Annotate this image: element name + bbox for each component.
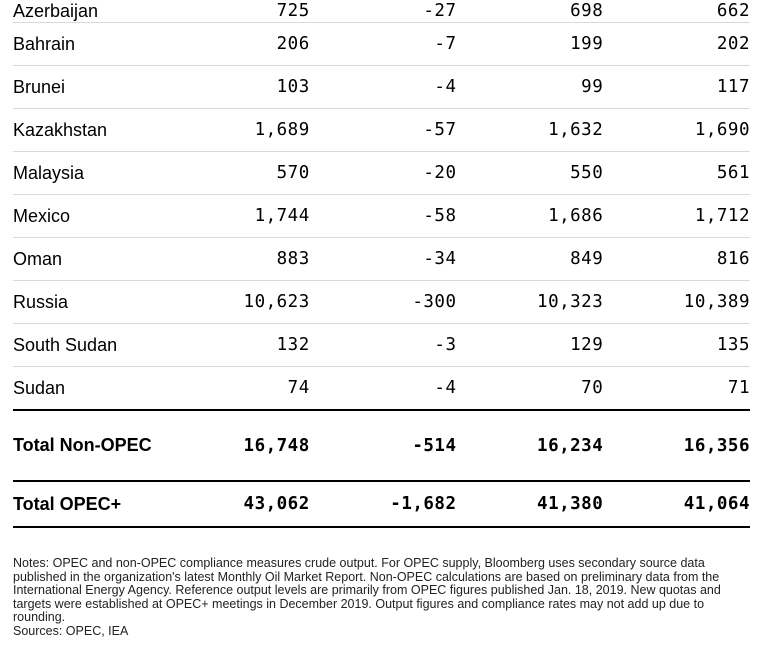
cell-value: 206 [163,22,310,66]
cell-value: -7 [309,22,457,66]
cell-value: 129 [456,323,604,367]
total-cell-value: 41,380 [456,481,604,528]
cell-value: 10,323 [456,280,604,324]
row-name: South Sudan [13,323,163,367]
cell-value: 70 [456,366,604,411]
cell-value: -4 [309,366,457,411]
table-row: Azerbaijan 725 -27 698 662 [13,0,750,23]
table-row: Brunei 103 -4 99 117 [13,65,750,109]
row-name: Kazakhstan [13,108,163,152]
cell-value: 570 [163,151,310,195]
row-name: Azerbaijan [13,0,163,23]
cell-value: 550 [456,151,604,195]
row-name: Bahrain [13,22,163,66]
table-row: Russia 10,623 -300 10,323 10,389 [13,280,750,324]
cell-value: 74 [163,366,310,411]
cell-value: 561 [603,151,750,195]
cell-value: 1,690 [603,108,750,152]
cell-value: 698 [456,0,604,23]
cell-value: 10,389 [603,280,750,324]
row-name: Russia [13,280,163,324]
footnotes: Notes: OPEC and non-OPEC compliance meas… [13,556,753,639]
cell-value: 202 [603,22,750,66]
sources-text: Sources: OPEC, IEA [13,623,129,638]
production-table: Azerbaijan 725 -27 698 662 Bahrain 206 -… [13,0,750,528]
total-cell-value: 43,062 [163,481,310,528]
cell-value: 1,632 [456,108,604,152]
cell-value: -57 [309,108,457,152]
notes-text: Notes: OPEC and non-OPEC compliance meas… [13,556,721,625]
cell-value: -34 [309,237,457,281]
table-row: Kazakhstan 1,689 -57 1,632 1,690 [13,108,750,152]
row-name: Oman [13,237,163,281]
total-cell-value: 16,356 [603,410,750,482]
data-table-container: Azerbaijan 725 -27 698 662 Bahrain 206 -… [13,0,750,528]
cell-value: 99 [456,65,604,109]
table-body: Azerbaijan 725 -27 698 662 Bahrain 206 -… [13,0,750,528]
table-row: Bahrain 206 -7 199 202 [13,22,750,66]
total-cell-value: 41,064 [603,481,750,528]
cell-value: 883 [163,237,310,281]
total-row-name: Total OPEC+ [13,481,163,528]
cell-value: 1,686 [456,194,604,238]
row-name: Mexico [13,194,163,238]
cell-value: 132 [163,323,310,367]
total-cell-value: 16,748 [163,410,310,482]
cell-value: -4 [309,65,457,109]
cell-value: 816 [603,237,750,281]
cell-value: -3 [309,323,457,367]
table-row: Oman 883 -34 849 816 [13,237,750,281]
cell-value: 849 [456,237,604,281]
cell-value: -300 [309,280,457,324]
table-row: Sudan 74 -4 70 71 [13,366,750,411]
total-cell-value: -514 [309,410,457,482]
cell-value: 117 [603,65,750,109]
total-row-opec-plus: Total OPEC+ 43,062 -1,682 41,380 41,064 [13,481,750,528]
total-cell-value: -1,682 [309,481,457,528]
table-row: South Sudan 132 -3 129 135 [13,323,750,367]
cell-value: 71 [603,366,750,411]
cell-value: 662 [603,0,750,23]
total-cell-value: 16,234 [456,410,604,482]
table-row: Mexico 1,744 -58 1,686 1,712 [13,194,750,238]
cell-value: 199 [456,22,604,66]
table-row: Malaysia 570 -20 550 561 [13,151,750,195]
cell-value: 1,712 [603,194,750,238]
total-row-name: Total Non-OPEC [13,410,163,482]
cell-value: 1,744 [163,194,310,238]
cell-value: -27 [309,0,457,23]
cell-value: 725 [163,0,310,23]
row-name: Brunei [13,65,163,109]
cell-value: 135 [603,323,750,367]
cell-value: 1,689 [163,108,310,152]
cell-value: -58 [309,194,457,238]
total-row-non-opec: Total Non-OPEC 16,748 -514 16,234 16,356 [13,410,750,482]
cell-value: -20 [309,151,457,195]
row-name: Sudan [13,366,163,411]
row-name: Malaysia [13,151,163,195]
cell-value: 103 [163,65,310,109]
cell-value: 10,623 [163,280,310,324]
